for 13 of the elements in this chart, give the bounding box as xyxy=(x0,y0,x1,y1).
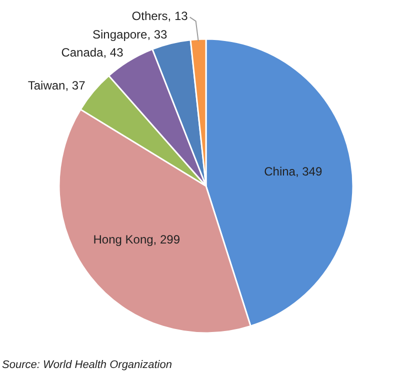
source-note: Source: World Health Organization xyxy=(2,359,172,371)
slice-label: Hong Kong xyxy=(93,232,154,247)
data-label: , 299 xyxy=(153,232,180,247)
data-label: , 349 xyxy=(295,164,322,179)
slice-label: China xyxy=(264,164,296,179)
slice-label: Taiwan xyxy=(28,78,66,93)
slice-label: Singapore xyxy=(92,28,148,42)
data-label: , 33 xyxy=(147,28,168,42)
data-label: , 43 xyxy=(103,46,124,60)
slice-label: Others xyxy=(132,9,168,24)
slice-label: Canada xyxy=(61,46,104,60)
data-label: , 13 xyxy=(168,9,188,24)
data-label: , 37 xyxy=(65,78,86,93)
